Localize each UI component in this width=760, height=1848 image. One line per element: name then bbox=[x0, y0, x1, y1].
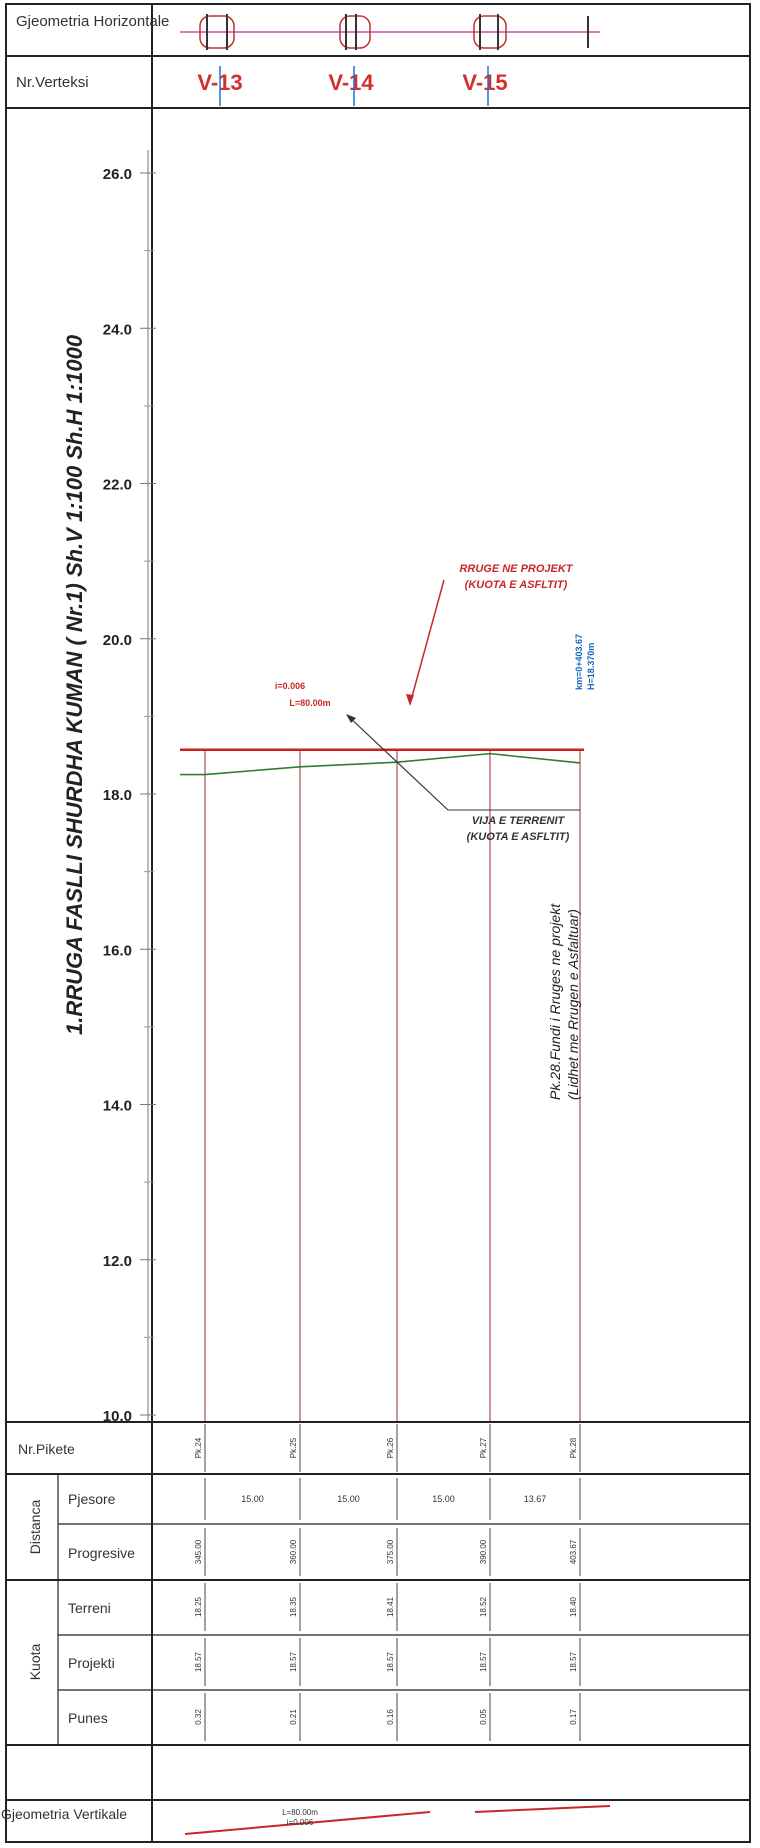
end-note-line2: (Lidhet me Rrugen e Asfaltuar) bbox=[565, 909, 581, 1100]
station-cell: Pk.28 bbox=[569, 1437, 578, 1458]
design-cell: 18.57 bbox=[194, 1651, 203, 1672]
progressive-cell: 390.00 bbox=[479, 1539, 488, 1564]
station-lines bbox=[204, 749, 581, 1422]
y-tick-label: 22.0 bbox=[103, 477, 132, 494]
progressive-cell: 375.00 bbox=[386, 1539, 395, 1564]
y-tick-label: 24.0 bbox=[103, 321, 132, 338]
partial-cell: 15.00 bbox=[241, 1494, 264, 1504]
design-arrow-head bbox=[406, 694, 414, 706]
distance-group-label: Distanca bbox=[27, 1500, 43, 1555]
vertex-label-v14: V-14 bbox=[328, 70, 374, 95]
station-cell: Pk.27 bbox=[479, 1437, 488, 1458]
partial-row-label: Pjesore bbox=[68, 1491, 116, 1507]
vertical-grade-length: L=80.00m bbox=[282, 1808, 318, 1817]
vertex-row-label: Nr.Verteksi bbox=[16, 74, 89, 91]
works-cell: 0.21 bbox=[289, 1709, 298, 1725]
drawing-title: 1.RRUGA FASLLI SHURDHA KUMAN ( Nr.1) Sh.… bbox=[62, 334, 87, 1035]
y-tick-label: 16.0 bbox=[103, 942, 132, 959]
partial-cell: 15.00 bbox=[432, 1494, 455, 1504]
horizontal-geometry-label: Gjeometria Horizontale bbox=[16, 13, 169, 30]
elevation-group-label: Kuota bbox=[27, 1643, 43, 1680]
length-label: L=80.00m bbox=[289, 698, 330, 708]
vertical-geometry-label-line1: Gjeometria Vertikale bbox=[1, 1806, 127, 1822]
y-tick-label: 18.0 bbox=[103, 787, 132, 804]
terrain-annotation-line2: (KUOTA E ASFLTIT) bbox=[467, 831, 570, 843]
vertical-grade-line-2 bbox=[474, 1805, 611, 1813]
terrain-row-label: Terreni bbox=[68, 1600, 111, 1616]
progressive-cell: 345.00 bbox=[194, 1539, 203, 1564]
curve-mark-v14 bbox=[339, 14, 371, 50]
terrain-cell: 18.40 bbox=[569, 1596, 578, 1617]
progressive-cell: 360.00 bbox=[289, 1539, 298, 1564]
table-cells: Pk.24 Pk.25 Pk.26 Pk.27 Pk.28 345.00 360.00 375… bbox=[194, 1424, 581, 1741]
design-cell: 18.57 bbox=[289, 1651, 298, 1672]
grade-label: i=0.006 bbox=[275, 681, 305, 691]
terrain-annotation-line1: VIJA E TERRENIT bbox=[472, 815, 566, 827]
terrain-cell: 18.35 bbox=[289, 1596, 298, 1617]
partial-cell: 13.67 bbox=[524, 1494, 547, 1504]
design-cell: 18.57 bbox=[569, 1651, 578, 1672]
end-chainage-label: km=0+403.67 bbox=[574, 634, 584, 690]
terrain-annotation-arrow bbox=[347, 715, 449, 811]
design-annotation-arrow bbox=[409, 579, 445, 705]
partial-cell: 15.00 bbox=[337, 1494, 360, 1504]
station-cell: Pk.25 bbox=[289, 1437, 298, 1458]
progressive-row-label: Progresive bbox=[68, 1545, 135, 1561]
horizontal-geometry-label-text: Gjeometria Horizontale bbox=[16, 13, 169, 30]
works-row-label: Punes bbox=[68, 1710, 108, 1726]
terrain-arrow-head bbox=[346, 714, 356, 723]
vertical-grade-slope: i=0.006 bbox=[287, 1818, 314, 1827]
works-cell: 0.17 bbox=[569, 1709, 578, 1725]
end-elevation-label: H=18.370m bbox=[586, 643, 596, 690]
design-row-label: Projekti bbox=[68, 1655, 115, 1671]
y-ticks: 26.0 24.0 22.0 20.0 18.0 16.0 14.0 12.0 10.0 bbox=[103, 166, 156, 1425]
vertical-geometry-label-text: Gjeometria Vertikale bbox=[1, 1806, 127, 1822]
curve-mark-v13 bbox=[199, 14, 235, 50]
terrain-cell: 18.41 bbox=[386, 1596, 395, 1617]
profile-chart: 26.0 24.0 22.0 20.0 18.0 16.0 14.0 12.0 10.0 1.R… bbox=[62, 108, 596, 1425]
y-tick-label: 10.0 bbox=[103, 1408, 132, 1425]
works-cell: 0.32 bbox=[194, 1709, 203, 1725]
works-cell: 0.05 bbox=[479, 1709, 488, 1725]
works-cell: 0.16 bbox=[386, 1709, 395, 1725]
station-cell: Pk.24 bbox=[194, 1437, 203, 1458]
y-tick-label: 14.0 bbox=[103, 1098, 132, 1115]
end-note-line1: Pk.28.Fundi i Rruges ne projekt bbox=[547, 903, 563, 1100]
design-cell: 18.57 bbox=[479, 1651, 488, 1672]
y-tick-label: 12.0 bbox=[103, 1253, 132, 1270]
header: Gjeometria Horizontale Nr.Verteksi V-13 … bbox=[6, 4, 750, 109]
curve-mark-v15 bbox=[473, 14, 507, 50]
vertical-grade-line-1 bbox=[184, 1811, 431, 1835]
station-row-label: Nr.Pikete bbox=[18, 1441, 75, 1457]
terrain-line bbox=[180, 752, 581, 776]
terrain-cell: 18.25 bbox=[194, 1596, 203, 1617]
design-annotation-line2: (KUOTA E ASFLTIT) bbox=[465, 579, 568, 591]
y-tick-label: 20.0 bbox=[103, 632, 132, 649]
station-cell: Pk.26 bbox=[386, 1437, 395, 1458]
sheet-frame bbox=[5, 3, 751, 1843]
design-cell: 18.57 bbox=[386, 1651, 395, 1672]
terrain-cell: 18.52 bbox=[479, 1596, 488, 1617]
y-tick-label: 26.0 bbox=[103, 166, 132, 183]
profile-table: Nr.Pikete Distanca Pjesore Progresive Ku… bbox=[1, 1421, 750, 1842]
chart-series bbox=[180, 748, 584, 776]
design-annotation-line1: RRUGE NE PROJEKT bbox=[459, 563, 573, 575]
vertex-label-v15: V-15 bbox=[462, 70, 507, 95]
progressive-cell: 403.67 bbox=[569, 1539, 578, 1564]
